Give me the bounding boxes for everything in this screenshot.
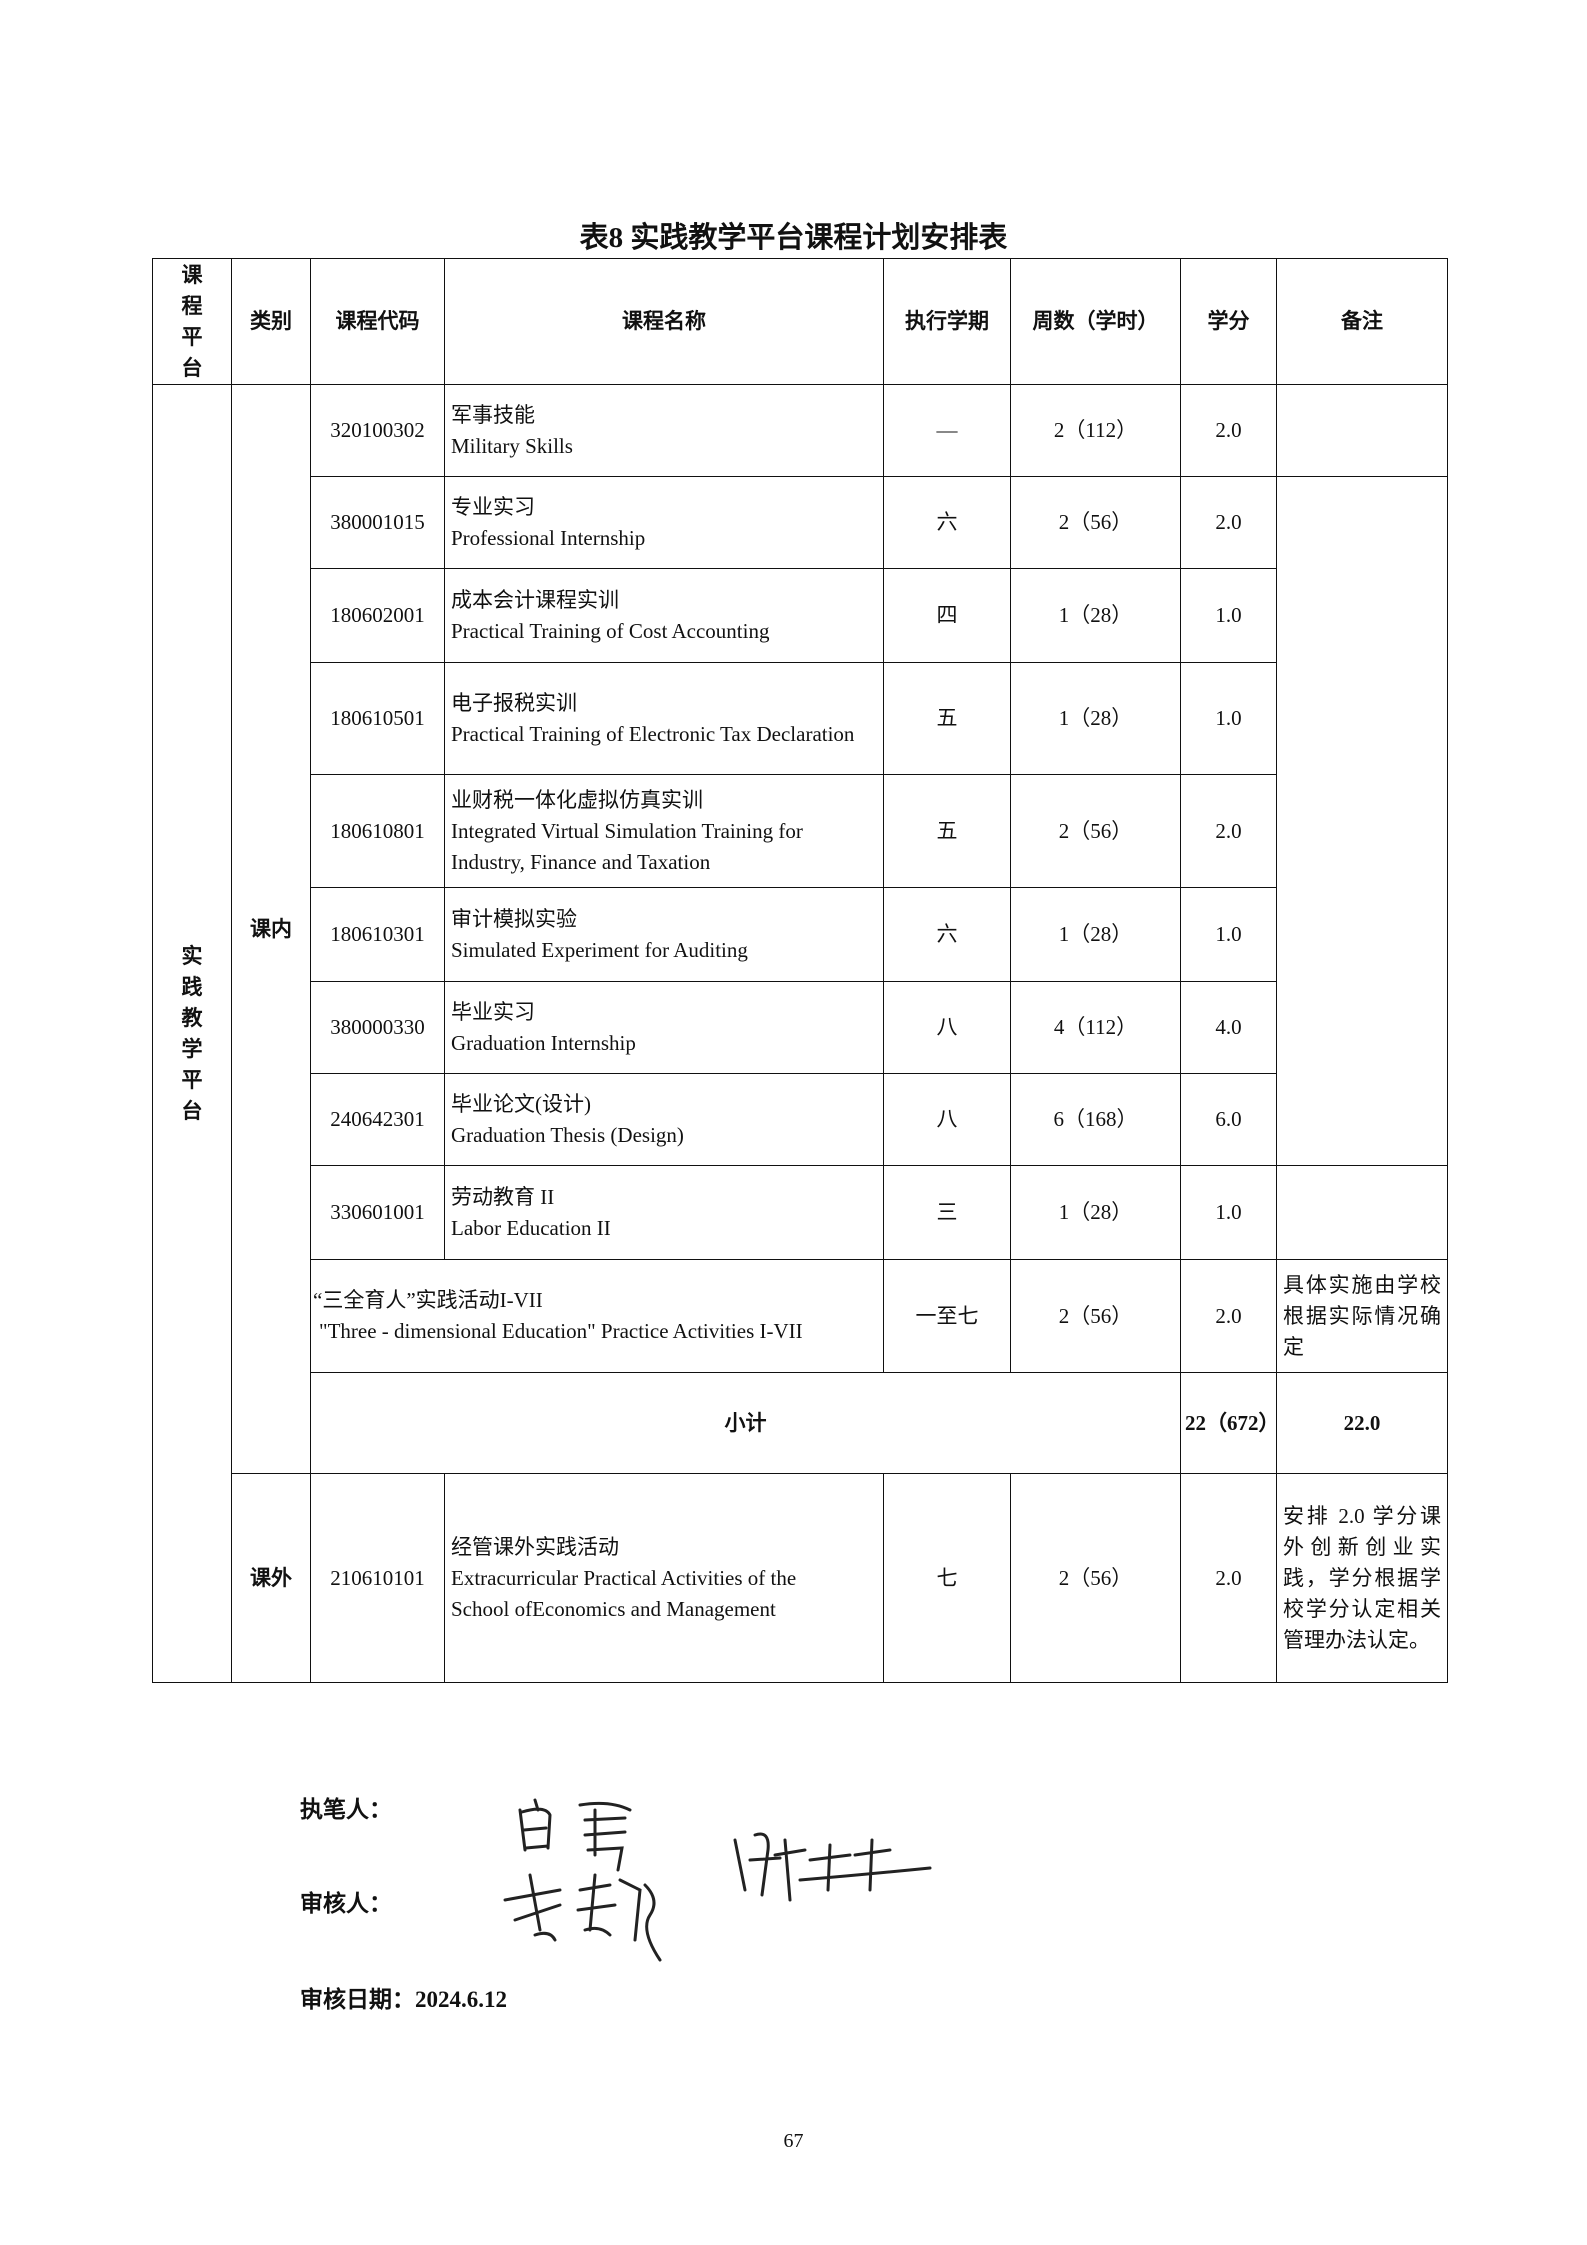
course-code: 180610801 <box>310 774 445 888</box>
course-code: 330601001 <box>310 1165 445 1260</box>
course-term: 七 <box>883 1473 1011 1683</box>
table-row: 180602001 成本会计课程实训 Practical Training of … <box>153 568 1448 663</box>
course-remark <box>1276 384 1448 477</box>
header-weeks: 周数（学时） <box>1010 258 1181 385</box>
header-row: 课程平台 类别 课程代码 课程名称 执行学期 周数（学时） 学分 备注 <box>152 258 1448 385</box>
course-code: 320100302 <box>310 384 445 477</box>
course-weeks: 1（28） <box>1010 662 1181 775</box>
course-credit: 2.0 <box>1180 1259 1277 1373</box>
course-credit: 6.0 <box>1180 1073 1277 1166</box>
course-term: 四 <box>883 568 1011 663</box>
course-credit: 1.0 <box>1180 568 1277 663</box>
course-remark: 具体实施由学校根据实际情况确定 <box>1276 1259 1448 1373</box>
course-term: 八 <box>883 981 1011 1074</box>
course-term: 五 <box>883 662 1011 775</box>
course-term: 一至七 <box>883 1259 1011 1373</box>
course-weeks: 2（56） <box>1010 1259 1181 1373</box>
page-number: 67 <box>783 2130 804 2152</box>
course-credit: 4.0 <box>1180 981 1277 1074</box>
course-credit: 1.0 <box>1180 662 1277 775</box>
course-name: 电子报税实训 Practical Training of Electronic T… <box>444 662 884 775</box>
course-credit: 2.0 <box>1180 476 1277 569</box>
course-name: 军事技能 Military Skills <box>444 384 884 477</box>
reviewer-label: 审核人： <box>300 1891 392 1916</box>
header-platform: 课程平台 <box>152 258 232 385</box>
course-code: 210610101 <box>310 1473 445 1683</box>
course-weeks: 2（56） <box>1010 774 1181 888</box>
table-row: 180610801 业财税一体化虚拟仿真实训 Integrated Virtual… <box>153 774 1448 888</box>
course-term: 五 <box>883 774 1011 888</box>
course-credit: 2.0 <box>1180 774 1277 888</box>
table-row: 180610501 电子报税实训 Practical Training of El… <box>153 662 1448 775</box>
course-code: 180602001 <box>310 568 445 663</box>
course-plan-table: 课程平台 类别 课程代码 课程名称 执行学期 周数（学时） 学分 备注 实践教学… <box>152 258 1448 1683</box>
course-weeks: 1（28） <box>1010 1165 1181 1260</box>
course-credit: 2.0 <box>1180 1473 1277 1683</box>
course-term: 三 <box>883 1165 1011 1260</box>
course-name: 成本会计课程实训 Practical Training of Cost Accou… <box>444 568 884 663</box>
course-term: — <box>883 384 1011 477</box>
course-name: 审计模拟实验 Simulated Experiment for Auditing <box>444 887 884 982</box>
table-row: 课外 210610101 经管课外实践活动 Extracurricular Pra… <box>153 1473 1448 1683</box>
course-name: 经管课外实践活动 Extracurricular Practical Activi… <box>444 1473 884 1683</box>
course-weeks: 6（168） <box>1010 1073 1181 1166</box>
course-name: 毕业实习 Graduation Internship <box>444 981 884 1074</box>
course-credit: 1.0 <box>1180 887 1277 982</box>
header-credit: 学分 <box>1180 258 1277 385</box>
header-code: 课程代码 <box>310 258 445 385</box>
platform-cell: 实践教学平台 <box>152 384 232 1683</box>
course-weeks: 1（28） <box>1010 887 1181 982</box>
course-code: 380001015 <box>310 476 445 569</box>
category-inner: 课内 <box>231 384 311 1474</box>
course-weeks: 4（112） <box>1010 981 1181 1074</box>
table-row: 180610301 审计模拟实验 Simulated Experiment for… <box>153 887 1448 982</box>
course-code: 180610301 <box>310 887 445 982</box>
course-code: 240642301 <box>310 1073 445 1166</box>
course-credit: 1.0 <box>1180 1165 1277 1260</box>
handwritten-signatures <box>503 1798 932 1962</box>
course-credit: 2.0 <box>1180 384 1277 477</box>
header-category: 类别 <box>231 258 311 385</box>
course-code: 380000330 <box>310 981 445 1074</box>
table-row: 240642301 毕业论文(设计) Graduation Thesis (Des… <box>153 1073 1448 1166</box>
course-name: 专业实习 Professional Internship <box>444 476 884 569</box>
course-remark <box>1276 1165 1448 1260</box>
header-term: 执行学期 <box>883 258 1011 385</box>
header-remark: 备注 <box>1276 258 1448 385</box>
course-weeks: 2（56） <box>1010 1473 1181 1683</box>
review-date: 审核日期：2024.6.12 <box>300 1987 507 2012</box>
header-name: 课程名称 <box>444 258 884 385</box>
table-row: 330601001 劳动教育 II Labor Education II 三 1（… <box>153 1165 1448 1260</box>
subtotal-credit: 22.0 <box>1276 1372 1448 1474</box>
table-title: 表8 实践教学平台课程计划安排表 <box>579 222 1008 254</box>
course-term: 六 <box>883 887 1011 982</box>
course-name: 毕业论文(设计) Graduation Thesis (Design) <box>444 1073 884 1166</box>
table-row: 380001015 专业实习 Professional Internship 六 … <box>153 476 1448 1166</box>
subtotal-row: 小计 22（672） 22.0 <box>153 1372 1448 1474</box>
course-name: “三全育人”实践活动I-VII "Three - dimensional Educ… <box>310 1259 884 1373</box>
writer-label: 执笔人： <box>300 1797 392 1822</box>
course-term: 六 <box>883 476 1011 569</box>
category-outer: 课外 <box>231 1473 311 1683</box>
course-weeks: 2（56） <box>1010 476 1181 569</box>
table-row: “三全育人”实践活动I-VII "Three - dimensional Educ… <box>153 1259 1448 1373</box>
course-code: 180610501 <box>310 662 445 775</box>
subtotal-weeks: 22（672） <box>1180 1372 1280 1474</box>
course-weeks: 1（28） <box>1010 568 1181 663</box>
table-row: 实践教学平台 课内 320100302 军事技能 Military Skills … <box>152 384 1448 1683</box>
course-remark: 安排 2.0 学分课外创新创业实践，学分根据学校学分认定相关管理办法认定。 <box>1276 1473 1448 1683</box>
course-remark <box>1276 476 1448 1166</box>
course-weeks: 2（112） <box>1010 384 1181 477</box>
course-term: 八 <box>883 1073 1011 1166</box>
course-name: 业财税一体化虚拟仿真实训 Integrated Virtual Simulatio… <box>444 774 884 888</box>
course-name: 劳动教育 II Labor Education II <box>444 1165 884 1260</box>
table-row: 380000330 毕业实习 Graduation Internship 八 4（… <box>153 981 1448 1074</box>
subtotal-label: 小计 <box>310 1372 1181 1474</box>
